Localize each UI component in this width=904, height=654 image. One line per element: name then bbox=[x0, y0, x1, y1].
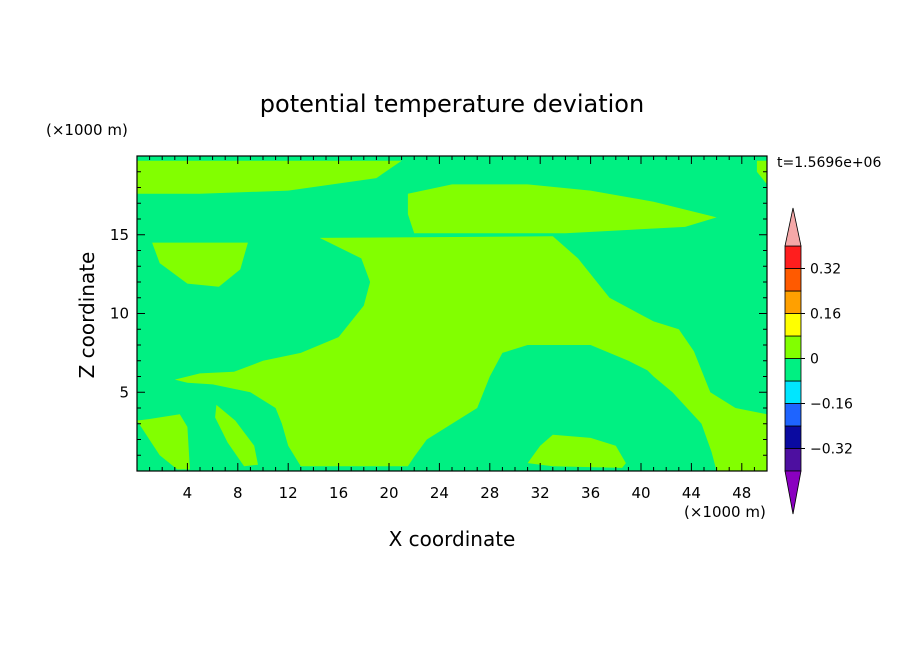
colorbar-band bbox=[784, 358, 802, 382]
x-tick-label: 12 bbox=[279, 484, 298, 502]
y-unit-label: (×1000 m) bbox=[46, 121, 128, 139]
x-tick-label: 4 bbox=[183, 484, 193, 502]
region-top-band bbox=[137, 160, 402, 194]
x-axis-label: X coordinate bbox=[389, 527, 516, 551]
colorbar-tick-label: −0.32 bbox=[810, 442, 853, 458]
region-bottom-left-ridge bbox=[137, 414, 190, 470]
x-tick-label: 32 bbox=[531, 484, 550, 502]
x-tick-label: 16 bbox=[329, 484, 348, 502]
colorbar-tick-label: 0 bbox=[810, 352, 819, 368]
colorbar-band bbox=[784, 448, 802, 472]
colorbar-band bbox=[784, 380, 802, 404]
colorbar-band bbox=[784, 425, 802, 449]
colorbar: 0.32 0.16 0 −0.16 −0.32 bbox=[784, 207, 853, 515]
region-central-region bbox=[174, 236, 767, 471]
x-tick-label: 40 bbox=[631, 484, 650, 502]
y-axis-label: Z coordinate bbox=[75, 252, 99, 379]
colorbar-tick-label: −0.16 bbox=[810, 397, 853, 413]
y-axis: 5 10 15 bbox=[110, 171, 767, 456]
colorbar-tick-label: 0.32 bbox=[810, 262, 841, 278]
colorbar-above-arrow bbox=[784, 207, 802, 247]
x-tick-label: 44 bbox=[682, 484, 701, 502]
x-tick-label: 20 bbox=[379, 484, 398, 502]
region-inner-bottom-blob bbox=[215, 404, 258, 467]
chart-title: potential temperature deviation bbox=[260, 90, 644, 118]
y-tick-label: 5 bbox=[119, 383, 129, 401]
colorbar-band bbox=[784, 290, 802, 314]
x-tick-label: 36 bbox=[581, 484, 600, 502]
x-tick-label: 28 bbox=[480, 484, 499, 502]
x-tick-label: 8 bbox=[233, 484, 243, 502]
y-tick-label: 15 bbox=[110, 226, 129, 244]
colorbar-band bbox=[784, 403, 802, 427]
region-top-right-corner bbox=[756, 160, 767, 185]
region-upper-right-band bbox=[407, 184, 717, 234]
colorbar-below-arrow bbox=[784, 470, 802, 515]
colorbar-tick-label: 0.16 bbox=[810, 307, 841, 323]
x-tick-label: 24 bbox=[430, 484, 449, 502]
colorbar-band bbox=[784, 335, 802, 359]
x-tick-label: 48 bbox=[732, 484, 751, 502]
plot-field bbox=[137, 156, 767, 471]
x-unit-label: (×1000 m) bbox=[684, 503, 766, 521]
region-left-blob bbox=[152, 242, 248, 287]
colorbar-band bbox=[784, 245, 802, 269]
time-label: t=1.5696e+06 bbox=[777, 155, 881, 171]
x-axis: 4 8 12 16 20 24 28 32 36 40 44 48 bbox=[149, 156, 755, 502]
region-bottom-right-ripple bbox=[527, 434, 626, 468]
colorbar-band bbox=[784, 313, 802, 337]
colorbar-band bbox=[784, 268, 802, 292]
y-tick-label: 10 bbox=[110, 305, 129, 323]
